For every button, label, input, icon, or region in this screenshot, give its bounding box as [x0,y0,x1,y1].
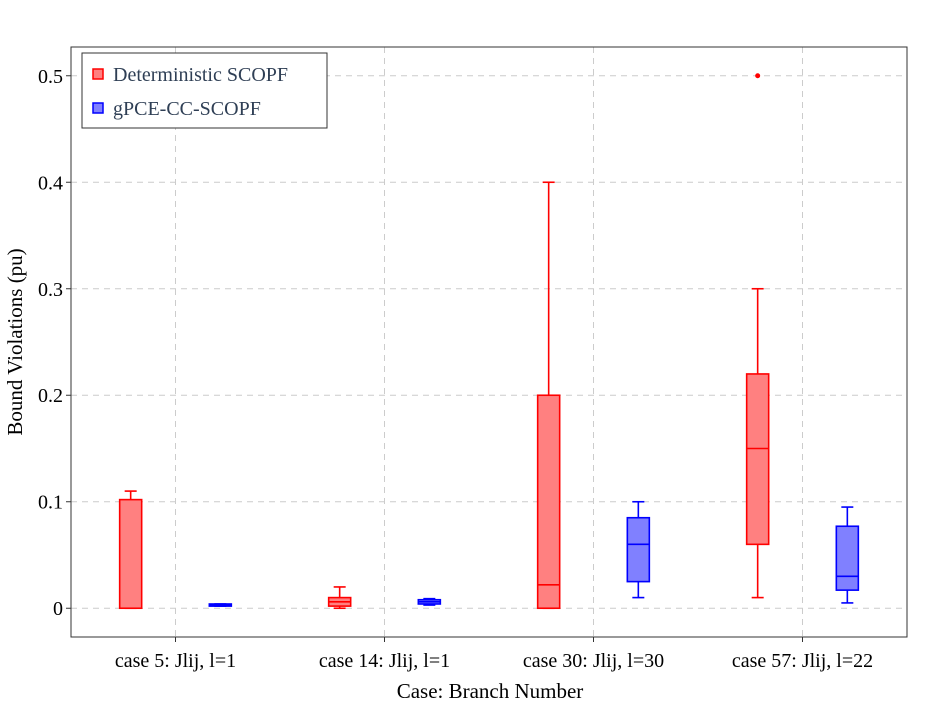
x-tick-label: case 14: Jlij, l=1 [319,650,450,672]
box-0-0 [118,490,143,610]
plot-area-frame [70,46,908,638]
y-axis-title: Bound Violations (pu) [3,248,27,435]
outlier-point [755,73,761,79]
legend: Deterministic SCOPF gPCE-CC-SCOPF [81,52,328,129]
x-axis-title: Case: Branch Number [397,679,584,703]
box-1-2 [626,500,651,599]
legend-frame [81,52,328,129]
y-tick-label: 0 [53,598,63,620]
x-tick-label: case 30: Jlij, l=30 [523,650,664,672]
x-axis-ticks: case 5: Jlij, l=1 case 14: Jlij, l=1 case … [115,637,873,672]
y-tick-label: 0.2 [38,385,63,407]
y-tick-label: 0.4 [38,172,63,194]
box-iqr [745,373,770,546]
x-tick-label: case 5: Jlij, l=1 [115,650,236,672]
legend-label-deterministic: Deterministic SCOPF [113,64,288,86]
y-tick-label: 0.5 [38,66,63,88]
box-0-1 [327,586,352,610]
box-1-0 [208,603,233,607]
box-0-3 [745,73,770,599]
box-iqr [118,498,143,610]
x-tick-label: case 57: Jlij, l=22 [732,650,873,672]
grid-lines [71,47,907,637]
legend-label-gpce: gPCE-CC-SCOPF [113,98,261,120]
box-iqr [626,516,651,583]
box-1-1 [417,597,442,606]
legend-swatch-deterministic [92,68,104,80]
box-iqr [536,394,561,610]
box-iqr [835,525,860,591]
box-1-3 [835,506,860,604]
boxes [118,73,860,610]
legend-swatch-gpce [92,102,104,114]
y-axis-ticks: 0 0.1 0.2 0.3 0.4 0.5 [38,66,71,620]
y-tick-label: 0.3 [38,279,63,301]
y-tick-label: 0.1 [38,492,63,514]
box-0-2 [536,181,561,610]
